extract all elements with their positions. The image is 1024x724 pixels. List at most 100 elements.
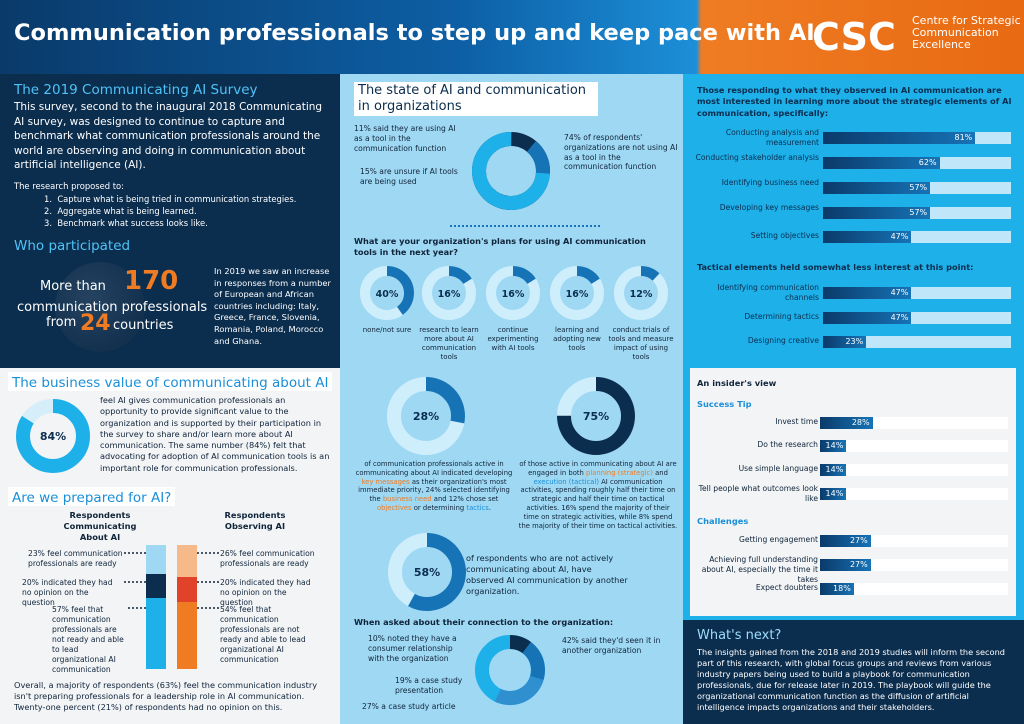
bar-segment-no-opinion — [177, 577, 197, 603]
donut-arc — [388, 533, 466, 611]
participants-heading: Who participated — [14, 238, 131, 254]
prepared-left-bar — [146, 545, 166, 669]
bar-fill — [820, 583, 854, 595]
bar-value: 18% — [833, 584, 851, 593]
bar-track: 14% — [820, 440, 1008, 452]
donut-arc — [550, 266, 604, 320]
bar-label: Setting objectives — [750, 231, 819, 240]
bar-value: 57% — [909, 183, 928, 192]
plan-pct: 16% — [502, 289, 525, 300]
engaged-text: of those active in communicating about A… — [518, 460, 678, 530]
bar-track: 14% — [820, 464, 1008, 476]
bar-value: 47% — [890, 232, 909, 241]
insider-heading: An insider's view — [697, 378, 777, 388]
bar-track: 81% — [823, 132, 1011, 144]
bar-fill — [820, 559, 871, 571]
plans-question: What are your organization's plans for u… — [354, 236, 646, 257]
bar-track: 62% — [823, 157, 1011, 169]
bar-track: 14% — [820, 488, 1008, 500]
header-banner — [0, 0, 1024, 74]
bar-label: Expect doubters — [755, 583, 818, 592]
business-heading-box: The business value of communicating abou… — [8, 372, 333, 391]
bar-value: 27% — [849, 536, 868, 545]
connection-donut — [475, 635, 545, 705]
donut-arc — [557, 377, 635, 455]
business-heading: The business value of communicating abou… — [12, 375, 329, 391]
survey-heading: The 2019 Communicating AI Survey — [14, 82, 258, 98]
bar-label: Do the research — [757, 440, 818, 449]
bar-label: Invest time — [775, 417, 818, 426]
observed-pct: 58% — [414, 566, 440, 579]
donut-arc — [614, 266, 668, 320]
bar-fill — [820, 440, 847, 452]
bar-track: 47% — [823, 312, 1011, 324]
bar-value: 57% — [909, 208, 928, 217]
plan-label: none/not sure — [362, 326, 412, 334]
plan-donut: 16% — [486, 266, 540, 320]
participant-count: 170 — [124, 266, 179, 296]
state-donut — [472, 132, 550, 210]
bar-value: 28% — [851, 418, 870, 427]
business-donut: 84% — [16, 399, 90, 473]
countries-label: countries — [113, 318, 174, 333]
more-than-label: More than — [40, 279, 106, 294]
plan-pct: 16% — [566, 289, 589, 300]
bar-value: 23% — [845, 337, 864, 346]
bar-track: 57% — [823, 207, 1011, 219]
state-notusing-text: 74% of respondents' organizations are no… — [564, 133, 678, 172]
whats-next-panel — [683, 620, 1024, 724]
business-pct: 84% — [40, 430, 66, 443]
bar-fill — [823, 207, 931, 219]
prepared-heading: Are we prepared for AI? — [12, 490, 172, 506]
bar-segment-not-ready — [177, 602, 197, 669]
bar-track: 57% — [823, 182, 1011, 194]
donut-arc — [387, 377, 465, 455]
csce-logo: CSCE — [812, 16, 898, 56]
challenges-heading: Challenges — [697, 516, 749, 526]
bar-label: Identifying communication channels — [717, 283, 819, 302]
conn-seen: 42% said they'd seen it in another organ… — [562, 636, 661, 655]
plan-pct: 12% — [630, 289, 653, 300]
list-item: 2. Aggregate what is being learned. — [44, 206, 197, 216]
bar-label: Designing creative — [747, 336, 819, 345]
bar-track: 27% — [820, 559, 1008, 571]
divider — [450, 225, 600, 227]
plan-donut: 16% — [422, 266, 476, 320]
donut-arc — [422, 266, 476, 320]
bar-value: 14% — [825, 465, 844, 474]
bar-track: 47% — [823, 287, 1011, 299]
conn-case-pres: 19% a case study presentation — [395, 676, 463, 695]
bar-value: 27% — [849, 560, 868, 569]
right-notready-text: 54% feel that communication professional… — [220, 605, 306, 664]
bar-fill — [823, 132, 976, 144]
bar-fill — [823, 287, 912, 299]
donut-arc-unsure — [472, 132, 550, 210]
bar-track: 28% — [820, 417, 1008, 429]
plan-label: continue experimenting with AI tools — [487, 326, 539, 352]
bar-fill — [820, 535, 871, 547]
donut-arc — [486, 266, 540, 320]
bar-fill — [823, 336, 867, 348]
bar-label: Tell people what outcomes look like — [698, 484, 818, 503]
right-ready-text: 26% feel communication professionals are… — [220, 549, 315, 568]
strategic-intro: Those responding to what they observed i… — [697, 85, 1012, 118]
state-using-text: 11% said they are using AI as a tool in … — [354, 124, 456, 153]
conn-case-art: 27% a case study article — [362, 702, 456, 711]
engaged-donut: 75% — [557, 377, 635, 455]
bar-fill — [820, 464, 847, 476]
globe-icon — [55, 262, 145, 352]
messages-donut: 28% — [387, 377, 465, 455]
page-title: Communication professionals to step up a… — [14, 20, 815, 46]
bar-label: Identifying business need — [721, 178, 819, 187]
prepared-summary: Overall, a majority of respondents (63%)… — [14, 680, 318, 712]
survey-body: This survey, second to the inaugural 201… — [14, 101, 323, 171]
countries-text: In 2019 we saw an increase in responses … — [214, 266, 331, 346]
observed-text: of respondents who are not actively comm… — [466, 553, 628, 596]
success-heading: Success Tip — [697, 399, 752, 409]
prepared-right-bar — [177, 545, 197, 669]
bar-fill — [823, 182, 931, 194]
bar-fill — [823, 312, 912, 324]
bar-segment-no-opinion — [146, 573, 166, 599]
bar-value: 62% — [918, 158, 937, 167]
bar-label: Conducting stakeholder analysis — [695, 153, 819, 162]
